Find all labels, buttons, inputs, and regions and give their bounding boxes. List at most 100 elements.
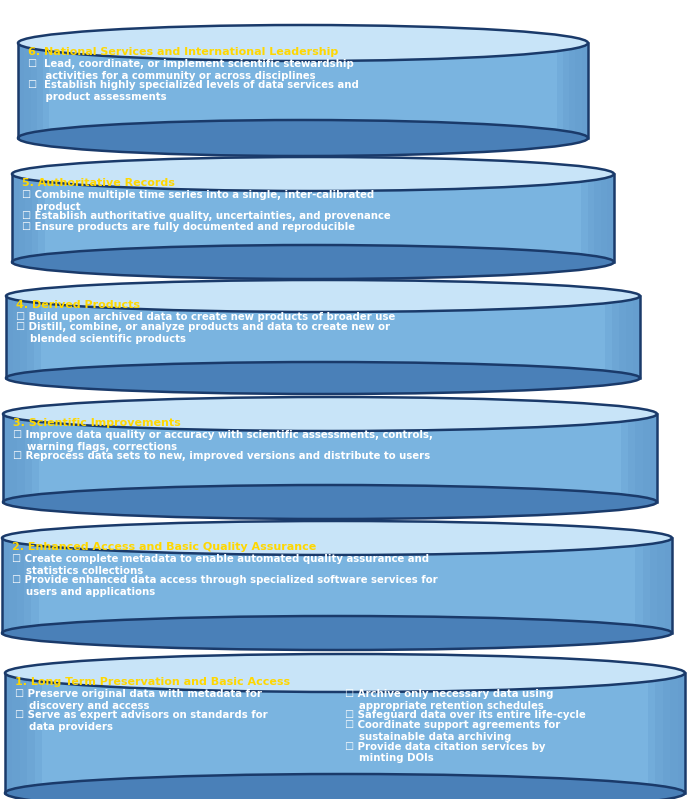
Text: ☐ Archive only necessary data using
    appropriate retention schedules: ☐ Archive only necessary data using appr… <box>345 689 554 710</box>
Bar <box>6 296 640 378</box>
Text: ☐  Lead, coordinate, or implement scientific stewardship
     activities for a c: ☐ Lead, coordinate, or implement scienti… <box>28 59 354 81</box>
Text: ☐ Preserve original data with metadata for
    discovery and access: ☐ Preserve original data with metadata f… <box>15 689 262 710</box>
Bar <box>587 174 614 262</box>
Ellipse shape <box>18 120 588 156</box>
Ellipse shape <box>2 616 672 650</box>
Bar <box>569 43 588 138</box>
Bar <box>18 43 588 138</box>
Ellipse shape <box>2 521 672 555</box>
Bar <box>643 538 672 633</box>
Text: ☐ Serve as expert advisors on standards for
    data providers: ☐ Serve as expert advisors on standards … <box>15 710 267 732</box>
Bar <box>3 414 10 502</box>
Ellipse shape <box>5 654 685 692</box>
Text: ☐ Build upon archived data to create new products of broader use: ☐ Build upon archived data to create new… <box>16 312 395 322</box>
Bar <box>594 174 614 262</box>
Bar <box>18 43 25 138</box>
Bar <box>650 538 672 633</box>
Bar <box>18 43 31 138</box>
Bar <box>664 538 672 633</box>
Ellipse shape <box>6 280 640 312</box>
Bar <box>619 296 640 378</box>
Bar <box>563 43 588 138</box>
Bar <box>3 414 39 502</box>
Bar <box>628 414 657 502</box>
Bar <box>633 296 640 378</box>
Bar <box>12 174 45 262</box>
Bar <box>612 296 640 378</box>
Bar <box>678 673 685 793</box>
Bar <box>18 43 37 138</box>
Text: ☐ Improve data quality or accuracy with scientific assessments, controls,
    wa: ☐ Improve data quality or accuracy with … <box>13 430 433 451</box>
Text: ☐ Safeguard data over its entire life-cycle: ☐ Safeguard data over its entire life-cy… <box>345 710 586 720</box>
Ellipse shape <box>6 362 640 394</box>
Text: ☐ Distill, combine, or analyze products and data to create new or
    blended sc: ☐ Distill, combine, or analyze products … <box>16 323 390 344</box>
Ellipse shape <box>18 25 588 61</box>
Bar <box>18 43 43 138</box>
Bar <box>605 296 640 378</box>
Bar <box>575 43 588 138</box>
Bar <box>12 174 614 262</box>
Ellipse shape <box>12 157 614 191</box>
Bar <box>6 296 41 378</box>
Bar <box>6 296 27 378</box>
Bar <box>5 673 27 793</box>
Text: 2. Enhanced Access and Basic Quality Assurance: 2. Enhanced Access and Basic Quality Ass… <box>12 542 316 552</box>
Text: ☐ Coordinate support agreements for
    sustainable data archiving: ☐ Coordinate support agreements for sust… <box>345 721 561 742</box>
Bar <box>626 296 640 378</box>
Text: ☐ Provide data citation services by
    minting DOIs: ☐ Provide data citation services by mint… <box>345 741 545 763</box>
Bar <box>5 673 35 793</box>
Bar <box>12 174 38 262</box>
Bar <box>6 296 13 378</box>
Text: ☐ Provide enhanced data access through specialized software services for
    use: ☐ Provide enhanced data access through s… <box>12 575 437 597</box>
Bar <box>18 43 49 138</box>
Bar <box>2 538 17 633</box>
Bar <box>2 538 24 633</box>
Bar <box>12 174 19 262</box>
Text: ☐ Combine multiple time series into a single, inter-calibrated
    product: ☐ Combine multiple time series into a si… <box>22 190 374 212</box>
Bar <box>655 673 685 793</box>
Text: ☐ Create complete metadata to enable automated quality assurance and
    statist: ☐ Create complete metadata to enable aut… <box>12 554 429 575</box>
Bar <box>635 538 672 633</box>
Bar <box>581 174 614 262</box>
Bar <box>12 174 32 262</box>
Bar <box>621 414 657 502</box>
Bar <box>657 538 672 633</box>
Bar <box>670 673 685 793</box>
Ellipse shape <box>3 397 657 431</box>
Bar <box>3 414 31 502</box>
Bar <box>663 673 685 793</box>
Text: ☐ Ensure products are fully documented and reproducible: ☐ Ensure products are fully documented a… <box>22 221 355 232</box>
Text: ☐  Establish highly specialized levels of data services and
     product assessm: ☐ Establish highly specialized levels of… <box>28 80 359 101</box>
Bar <box>5 673 685 793</box>
Text: 5. Authoritative Records: 5. Authoritative Records <box>22 178 175 188</box>
Text: ☐ Reprocess data sets to new, improved versions and distribute to users: ☐ Reprocess data sets to new, improved v… <box>13 451 430 461</box>
Bar <box>582 43 588 138</box>
Bar <box>650 414 657 502</box>
Bar <box>2 538 672 633</box>
Ellipse shape <box>12 245 614 279</box>
Text: 1. Long Term Preservation and Basic Access: 1. Long Term Preservation and Basic Acce… <box>15 677 290 687</box>
Bar <box>3 414 25 502</box>
Bar <box>2 538 9 633</box>
Bar <box>643 414 657 502</box>
Bar <box>6 296 34 378</box>
Text: ☐ Establish authoritative quality, uncertainties, and provenance: ☐ Establish authoritative quality, uncer… <box>22 211 391 221</box>
Ellipse shape <box>5 774 685 799</box>
Bar <box>5 673 13 793</box>
Bar <box>636 414 657 502</box>
Text: 3. Scientific Improvements: 3. Scientific Improvements <box>13 418 181 428</box>
Bar <box>2 538 32 633</box>
Bar <box>3 414 657 502</box>
Bar <box>3 414 18 502</box>
Ellipse shape <box>3 485 657 519</box>
Text: 4. Derived Products: 4. Derived Products <box>16 300 140 310</box>
Bar <box>601 174 614 262</box>
Bar <box>556 43 588 138</box>
Bar <box>6 296 20 378</box>
Bar <box>2 538 39 633</box>
Text: 6. National Services and International Leadership: 6. National Services and International L… <box>28 47 338 57</box>
Bar <box>5 673 43 793</box>
Bar <box>648 673 685 793</box>
Bar <box>12 174 25 262</box>
Bar <box>608 174 614 262</box>
